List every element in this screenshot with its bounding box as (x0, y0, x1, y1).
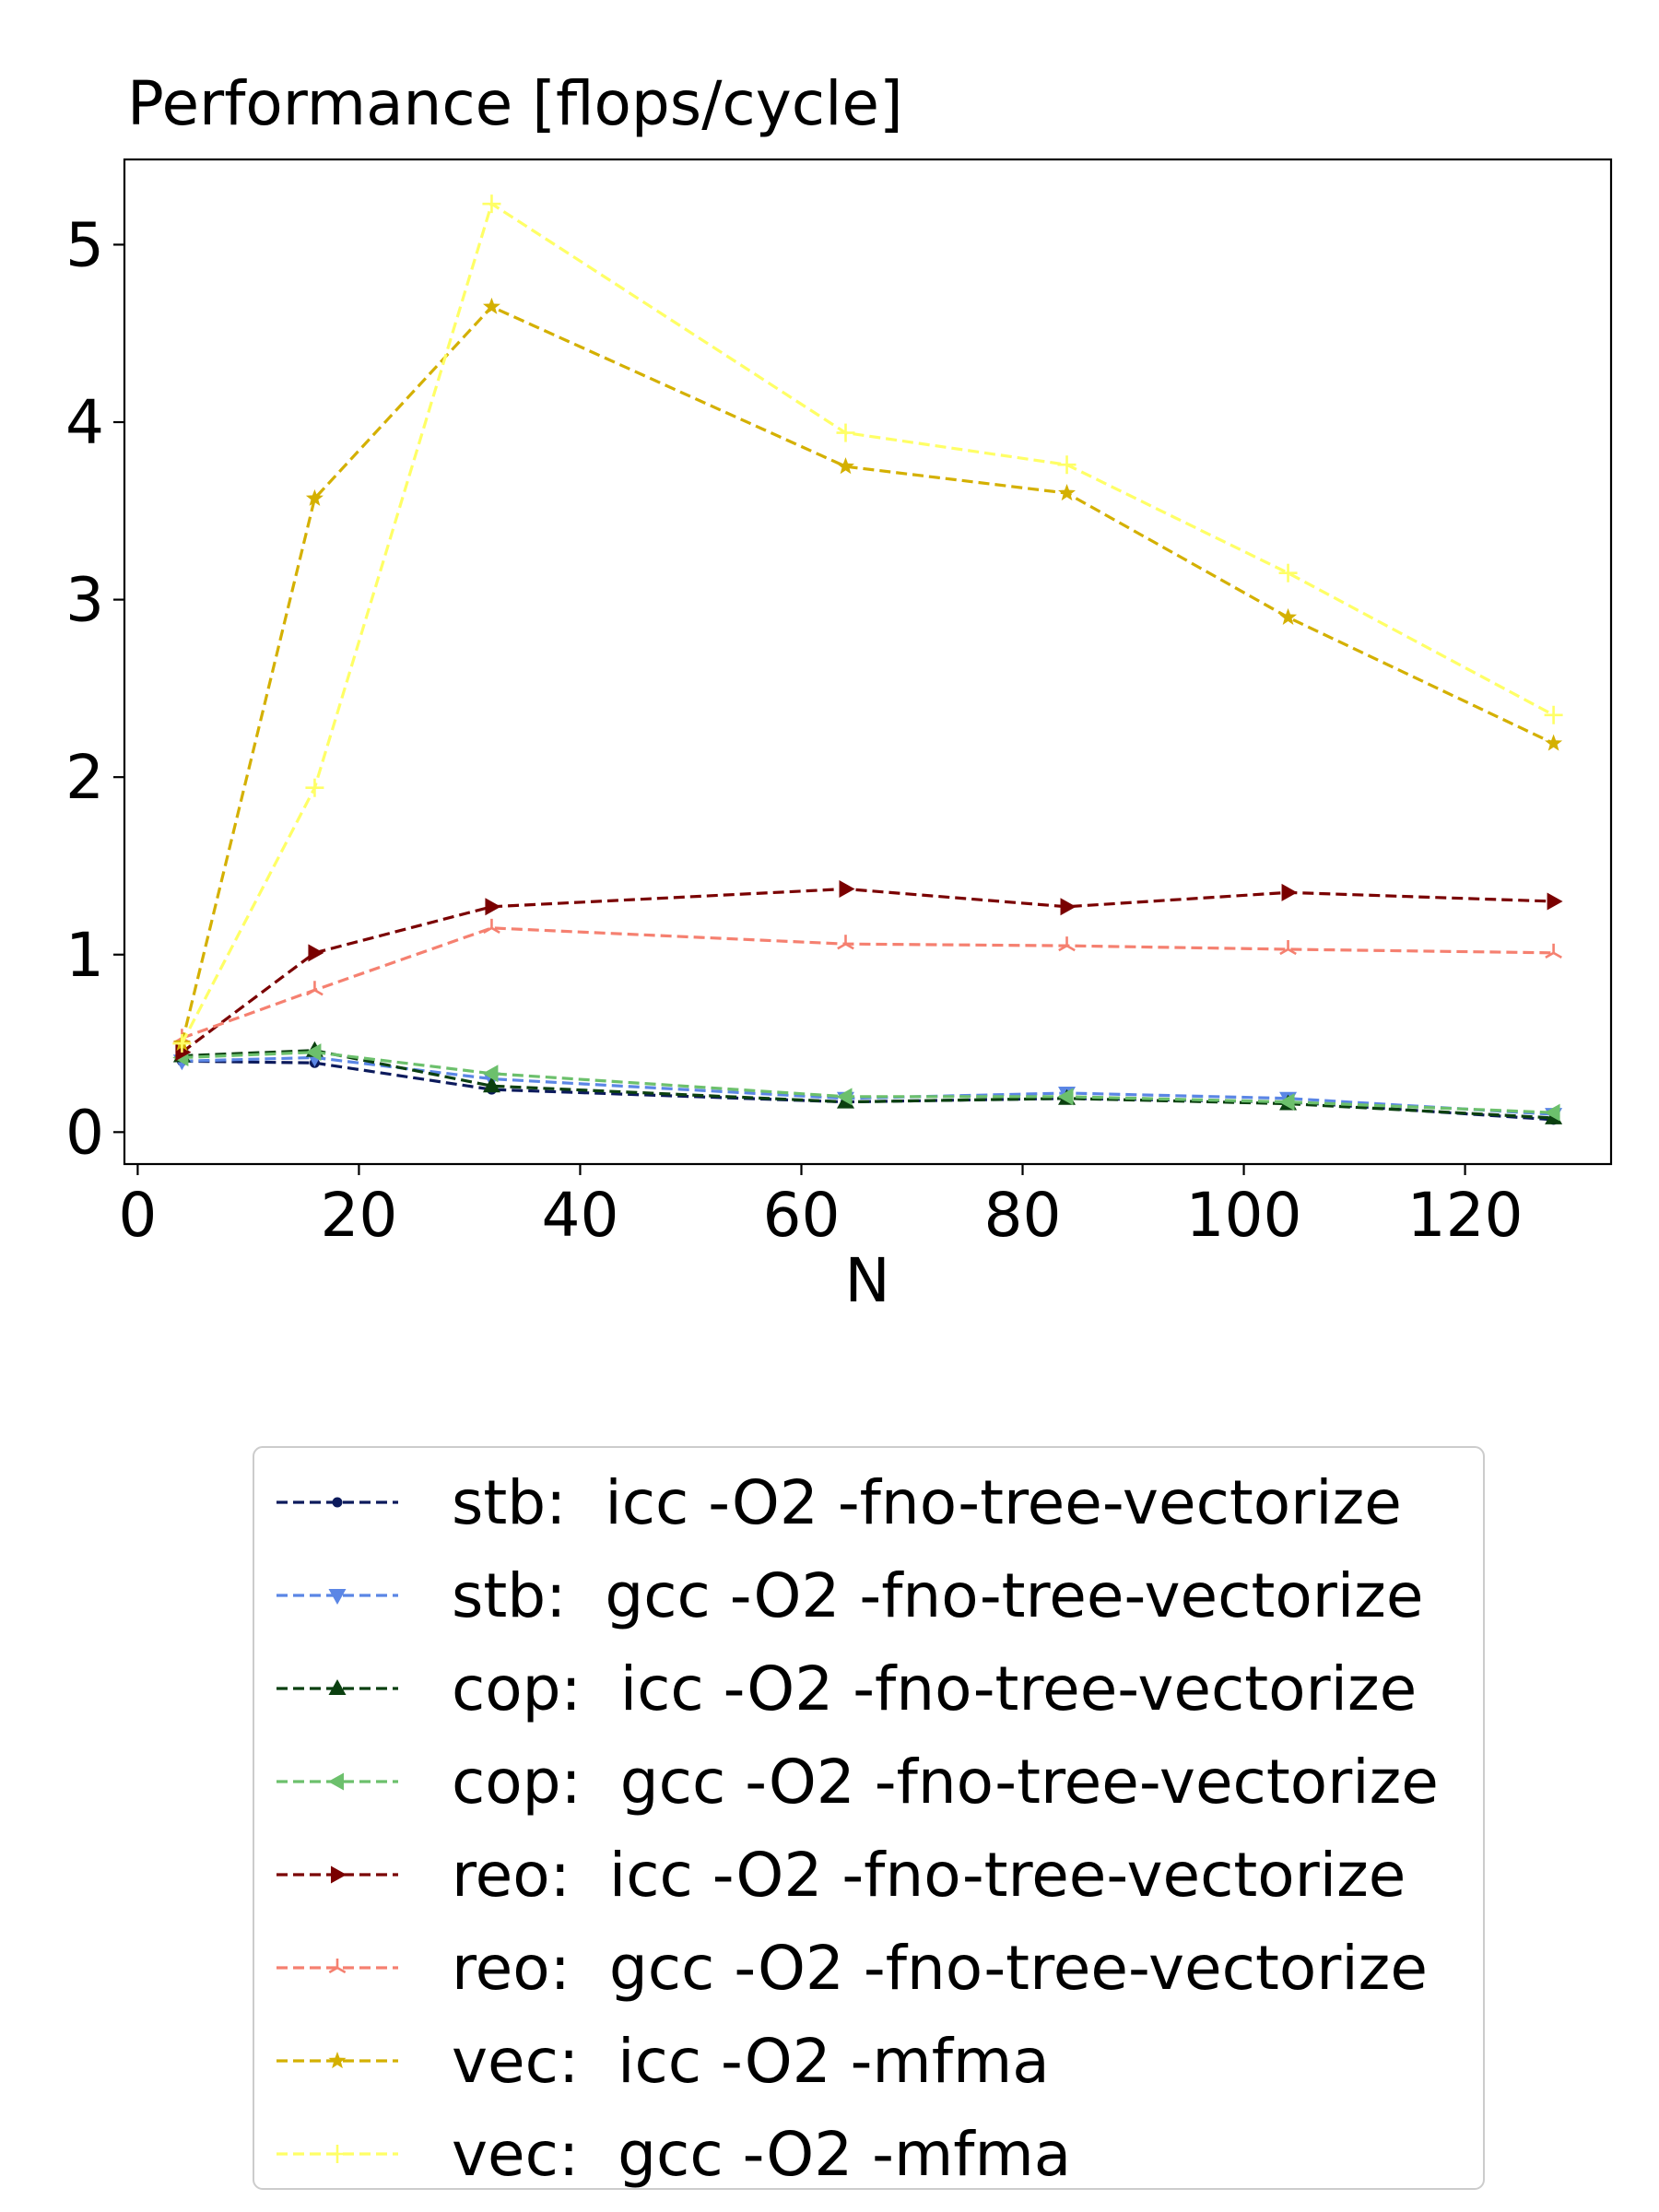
legend-marker (331, 1865, 347, 1884)
x-tick-label: 100 (1186, 1180, 1302, 1251)
legend-label: stb: gcc -O2 -fno-tree-vectorize (452, 1560, 1423, 1631)
data-point (836, 457, 855, 475)
plot-area (172, 194, 1563, 1125)
legend-item-6: reo: gcc -O2 -fno-tree-vectorize (276, 1933, 1428, 2004)
series-line (181, 926, 1554, 1040)
y-tick-label: 4 (65, 387, 104, 458)
legend-item-2: stb: gcc -O2 -fno-tree-vectorize (276, 1560, 1423, 1631)
series-line (181, 887, 1554, 1053)
legend-item-8: vec: gcc -O2 -mfma (276, 2119, 1071, 2190)
data-point (1545, 943, 1562, 959)
data-point (306, 981, 324, 996)
x-tick-label: 60 (762, 1180, 840, 1251)
legend-item-7: vec: icc -O2 -mfma (276, 2026, 1050, 2097)
data-point (482, 1077, 500, 1093)
data-point (305, 1043, 322, 1062)
legend: stb: icc -O2 -fno-tree-vectorize stb: gcc… (253, 1446, 1485, 2190)
data-point (482, 1065, 499, 1083)
x-axis: 0 20 40 60 80 100 120 (118, 1164, 1524, 1251)
legend-marker (328, 2145, 347, 2163)
data-point (1544, 705, 1563, 724)
series-2 (172, 1051, 1563, 1124)
legend-item-3: cop: icc -O2 -fno-tree-vectorize (276, 1653, 1417, 1724)
x-tick-label: 20 (320, 1180, 397, 1251)
legend-label: reo: gcc -O2 -fno-tree-vectorize (452, 1933, 1428, 2004)
series-8 (172, 194, 1563, 1053)
x-tick-label: 40 (541, 1180, 618, 1251)
legend-item-1: stb: icc -O2 -fno-tree-vectorize (276, 1467, 1402, 1538)
series-line (182, 1059, 1554, 1122)
legend-box (253, 1446, 1485, 2190)
legend-marker (328, 1959, 347, 1974)
y-tick-label: 1 (65, 920, 104, 991)
legend-label: vec: gcc -O2 -mfma (452, 2119, 1071, 2190)
plot-frame (123, 158, 1613, 1166)
legend-label: stb: icc -O2 -fno-tree-vectorize (452, 1467, 1402, 1538)
data-point (1060, 898, 1077, 916)
y-tick-label: 3 (65, 565, 104, 636)
data-point (836, 423, 855, 442)
data-point (1281, 883, 1298, 901)
data-point (485, 898, 501, 916)
data-point (839, 880, 855, 899)
data-point (1057, 1088, 1074, 1106)
data-point (836, 1088, 853, 1106)
data-point (837, 935, 854, 950)
data-point (308, 944, 324, 962)
legend-marker (328, 1772, 344, 1791)
series-3 (172, 1041, 1563, 1124)
data-point (1278, 563, 1298, 582)
y-tick-label: 5 (65, 209, 104, 280)
y-tick-label: 2 (65, 742, 104, 813)
data-point (1058, 936, 1076, 952)
data-point (1545, 734, 1563, 751)
x-tick-label: 0 (118, 1180, 157, 1251)
data-point (1544, 1103, 1560, 1122)
legend-marker (328, 1679, 347, 1695)
data-point (1547, 892, 1563, 911)
data-point (1057, 455, 1077, 475)
legend-marker (328, 2052, 347, 2069)
data-point (1058, 484, 1077, 501)
series-4 (172, 1043, 1560, 1122)
y-tick-label: 0 (65, 1097, 104, 1168)
x-axis-label: N (844, 1245, 889, 1316)
legend-label: reo: icc -O2 -fno-tree-vectorize (452, 1840, 1406, 1911)
data-point (305, 778, 324, 797)
series-line (182, 1051, 1554, 1114)
y-axis: 0 1 2 3 4 5 (65, 209, 124, 1168)
legend-item-5: reo: icc -O2 -fno-tree-vectorize (276, 1840, 1406, 1911)
data-point (172, 1034, 192, 1053)
series-5 (175, 880, 1563, 1062)
data-point (1279, 939, 1297, 956)
data-point (482, 194, 501, 214)
series-line (180, 201, 1555, 1044)
x-tick-label: 80 (984, 1180, 1062, 1251)
legend-label: vec: icc -O2 -mfma (452, 2026, 1050, 2097)
data-point (1278, 1093, 1295, 1112)
legend-marker (332, 1497, 343, 1508)
legend-item-4: cop: gcc -O2 -fno-tree-vectorize (276, 1747, 1439, 1818)
legend-label: cop: icc -O2 -fno-tree-vectorize (452, 1653, 1417, 1724)
series-7 (172, 297, 1563, 1052)
data-point (1279, 607, 1298, 625)
x-tick-label: 120 (1407, 1180, 1524, 1251)
legend-label: cop: gcc -O2 -fno-tree-vectorize (452, 1747, 1439, 1818)
data-point (483, 918, 500, 934)
legend-marker (328, 1589, 347, 1605)
series-6 (173, 918, 1562, 1044)
chart-title: Performance [flops/cycle] (127, 68, 903, 139)
data-point (305, 488, 324, 506)
data-point (482, 297, 500, 314)
